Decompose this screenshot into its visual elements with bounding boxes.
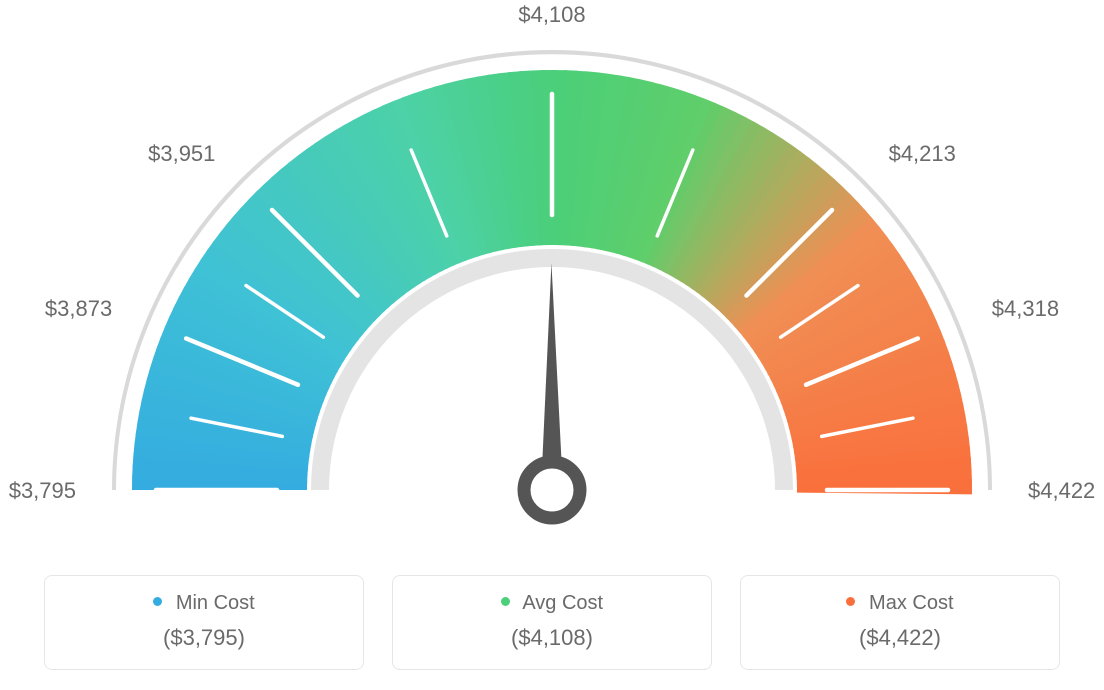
legend-value-avg: ($4,108) (393, 625, 711, 651)
legend-card-avg: Avg Cost ($4,108) (392, 575, 712, 670)
legend-title-min: Min Cost (45, 592, 363, 615)
gauge-tick-label: $4,108 (518, 2, 585, 28)
gauge-tick-label: $4,318 (992, 296, 1059, 322)
gauge-tick-label: $3,873 (45, 296, 112, 322)
gauge-tick-label: $4,213 (889, 141, 956, 167)
legend-title-max: Max Cost (741, 592, 1059, 615)
gauge-svg (0, 0, 1104, 560)
legend-title-label: Max Cost (869, 592, 953, 614)
legend-value-max: ($4,422) (741, 625, 1059, 651)
legend-title-avg: Avg Cost (393, 592, 711, 615)
gauge-tick-label: $4,422 (1028, 478, 1095, 504)
gauge-tick-label: $3,795 (9, 478, 76, 504)
legend-title-label: Avg Cost (522, 592, 603, 614)
gauge-tick-label: $3,951 (148, 141, 215, 167)
legend-title-label: Min Cost (176, 592, 255, 614)
gauge-chart-container: $3,795 $3,873 $3,951 $4,108 $4,213 $4,318 $4,4… (0, 0, 1104, 690)
legend-card-min: Min Cost ($3,795) (44, 575, 364, 670)
dot-icon (846, 597, 855, 606)
dot-icon (501, 597, 510, 606)
dot-icon (153, 597, 162, 606)
gauge-area: $3,795 $3,873 $3,951 $4,108 $4,213 $4,318 $4,4… (0, 0, 1104, 560)
legend-row: Min Cost ($3,795) Avg Cost ($4,108) Max … (0, 575, 1104, 670)
legend-value-min: ($3,795) (45, 625, 363, 651)
legend-card-max: Max Cost ($4,422) (740, 575, 1060, 670)
